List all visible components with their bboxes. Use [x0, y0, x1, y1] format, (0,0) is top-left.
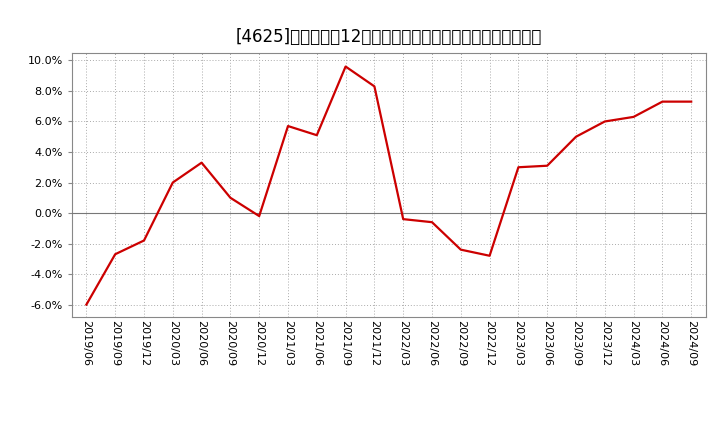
Title: [4625]　売上高の12か月移動合計の対前年同期増減率の推移: [4625] 売上高の12か月移動合計の対前年同期増減率の推移 — [235, 28, 542, 46]
